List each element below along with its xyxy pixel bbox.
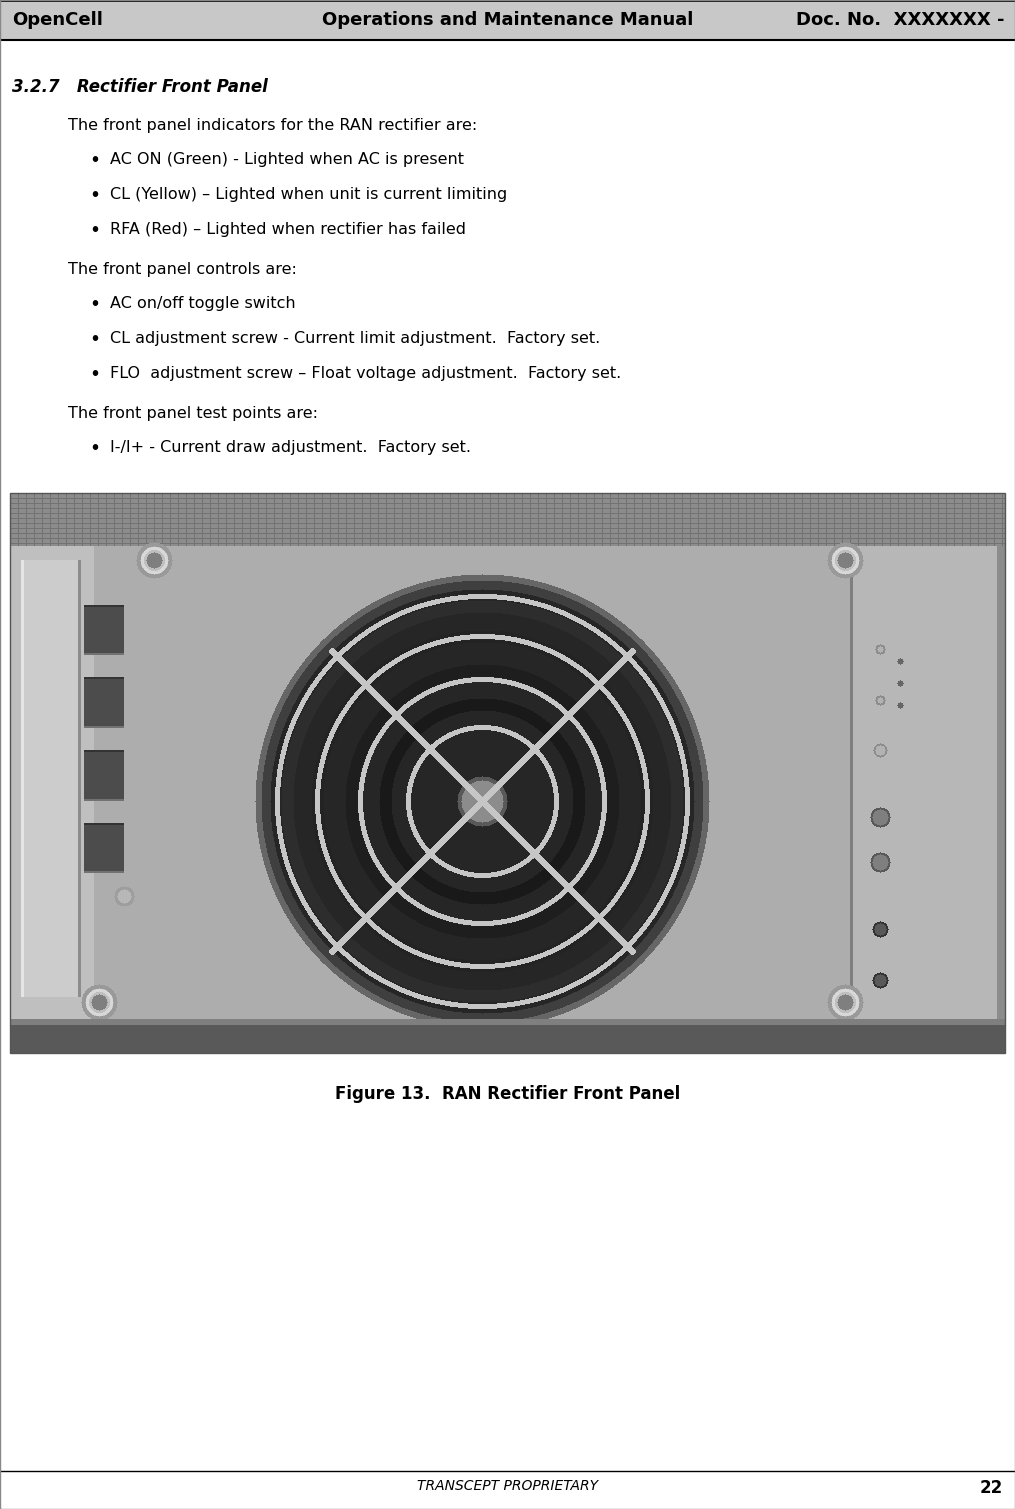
Text: •: • xyxy=(89,220,100,240)
Text: •: • xyxy=(89,186,100,205)
Text: CL adjustment screw - Current limit adjustment.  Factory set.: CL adjustment screw - Current limit adju… xyxy=(110,330,600,346)
Text: The front panel indicators for the RAN rectifier are:: The front panel indicators for the RAN r… xyxy=(68,118,477,133)
Text: The front panel test points are:: The front panel test points are: xyxy=(68,406,318,421)
Text: TRANSCEPT PROPRIETARY: TRANSCEPT PROPRIETARY xyxy=(417,1479,598,1492)
Text: 3.2.7   Rectifier Front Panel: 3.2.7 Rectifier Front Panel xyxy=(12,78,268,97)
Text: Doc. No.  XXXXXXX -: Doc. No. XXXXXXX - xyxy=(797,11,1005,29)
Text: CL (Yellow) – Lighted when unit is current limiting: CL (Yellow) – Lighted when unit is curre… xyxy=(110,187,508,202)
Text: I-/I+ - Current draw adjustment.  Factory set.: I-/I+ - Current draw adjustment. Factory… xyxy=(110,441,471,456)
Text: •: • xyxy=(89,439,100,459)
Text: OpenCell: OpenCell xyxy=(12,11,103,29)
Text: AC on/off toggle switch: AC on/off toggle switch xyxy=(110,296,295,311)
Text: The front panel controls are:: The front panel controls are: xyxy=(68,263,296,278)
Bar xyxy=(10,493,1005,1053)
Bar xyxy=(0,0,1015,41)
Text: 22: 22 xyxy=(979,1479,1003,1497)
Text: RFA (Red) – Lighted when rectifier has failed: RFA (Red) – Lighted when rectifier has f… xyxy=(110,222,466,237)
Text: Operations and Maintenance Manual: Operations and Maintenance Manual xyxy=(322,11,693,29)
Text: •: • xyxy=(89,294,100,314)
Text: •: • xyxy=(89,365,100,383)
Text: •: • xyxy=(89,330,100,349)
Text: Figure 13.  RAN Rectifier Front Panel: Figure 13. RAN Rectifier Front Panel xyxy=(335,1085,680,1103)
Text: •: • xyxy=(89,151,100,171)
Text: FLO  adjustment screw – Float voltage adjustment.  Factory set.: FLO adjustment screw – Float voltage adj… xyxy=(110,367,621,380)
Text: AC ON (Green) - Lighted when AC is present: AC ON (Green) - Lighted when AC is prese… xyxy=(110,152,464,167)
